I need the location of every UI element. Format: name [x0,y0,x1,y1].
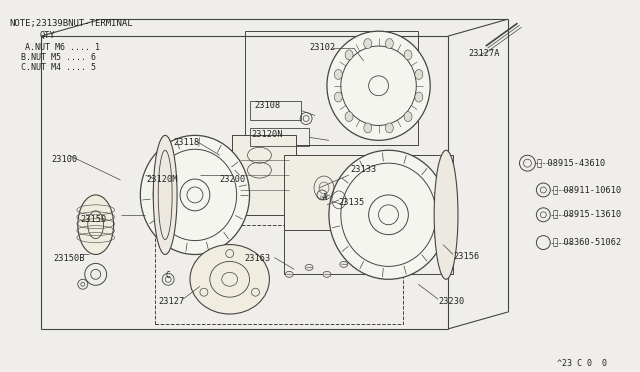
Ellipse shape [334,70,342,79]
Bar [156,225,403,324]
Text: NOTE;23139BNUT-TERMINAL: NOTE;23139BNUT-TERMINAL [10,19,133,28]
Ellipse shape [385,39,394,48]
Text: 23200: 23200 [220,175,246,184]
Bar [250,128,309,146]
Text: 23150: 23150 [81,215,107,224]
Text: 23230: 23230 [438,297,465,306]
Ellipse shape [305,264,313,270]
Text: B.NUT M5 .... 6: B.NUT M5 .... 6 [21,53,96,62]
Bar [284,155,369,230]
Bar [284,155,453,274]
Text: C: C [165,271,170,280]
Text: QTY: QTY [39,31,55,40]
Text: ^23 C 0  0: ^23 C 0 0 [557,359,607,368]
Text: 23118: 23118 [173,138,200,147]
Ellipse shape [415,70,423,79]
Text: A.NUT M6 .... 1: A.NUT M6 .... 1 [25,43,100,52]
Ellipse shape [340,262,348,267]
Ellipse shape [345,50,353,60]
Text: 23120N: 23120N [252,131,283,140]
Ellipse shape [327,31,430,140]
Text: 23135: 23135 [339,198,365,207]
Ellipse shape [329,150,448,279]
Ellipse shape [364,123,372,133]
Text: C.NUT M4 .... 5: C.NUT M4 .... 5 [21,63,96,72]
Text: 23100: 23100 [51,155,77,164]
Ellipse shape [404,50,412,60]
Ellipse shape [153,135,177,254]
Ellipse shape [78,195,113,254]
Text: 23156: 23156 [453,251,479,260]
Ellipse shape [385,123,394,133]
Text: 23150B: 23150B [53,254,84,263]
Ellipse shape [404,112,412,122]
Text: 23133: 23133 [351,165,377,174]
Ellipse shape [323,271,331,277]
Text: 23120M: 23120M [147,175,178,184]
Text: ◦A: ◦A [319,193,328,202]
Ellipse shape [415,92,423,102]
Ellipse shape [364,39,372,48]
Text: Ⓢ 08360-51062: Ⓢ 08360-51062 [553,238,621,247]
Ellipse shape [140,135,250,254]
Ellipse shape [434,150,458,279]
Text: 23102: 23102 [309,43,335,52]
Ellipse shape [334,92,342,102]
Bar [244,31,419,145]
Text: 23163: 23163 [244,254,271,263]
Text: Ⓦ 08915-43610: Ⓦ 08915-43610 [538,158,605,167]
Bar [232,135,296,215]
Bar [250,101,301,121]
Ellipse shape [190,244,269,314]
Ellipse shape [285,271,293,277]
Ellipse shape [345,112,353,122]
Text: 23127: 23127 [158,297,184,306]
Text: 23108: 23108 [255,101,281,110]
Text: Ⓝ 08911-10610: Ⓝ 08911-10610 [553,185,621,194]
Text: Ⓦ 08915-13610: Ⓦ 08915-13610 [553,210,621,219]
Text: 23127A: 23127A [468,49,499,58]
